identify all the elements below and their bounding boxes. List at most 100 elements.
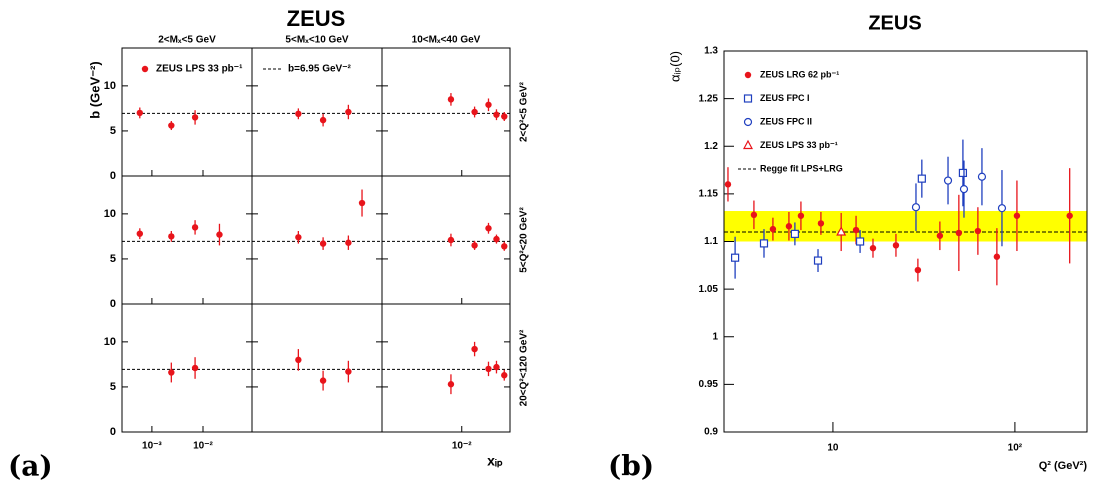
data-point <box>168 122 175 129</box>
data-point <box>485 225 492 232</box>
data-point <box>817 220 825 227</box>
data-point <box>750 211 758 219</box>
legend-label: ZEUS LRG 62 pb⁻¹ <box>760 69 839 79</box>
legend-label: ZEUS FPC II <box>760 116 812 126</box>
data-point <box>769 225 777 233</box>
data-point <box>345 108 352 116</box>
data-point <box>955 229 963 237</box>
legend-label: ZEUS FPC I <box>760 93 810 103</box>
column-title: 5<Mₓ<10 GeV <box>285 35 348 46</box>
data-point <box>813 256 823 265</box>
data-point <box>319 116 327 124</box>
y-tick-label: 0 <box>110 170 116 182</box>
data-point <box>958 168 968 178</box>
x-tick-label: 10 <box>827 443 839 454</box>
data-point <box>1066 212 1073 219</box>
data-point <box>797 212 805 219</box>
x-tick-label: 10² <box>1008 443 1023 454</box>
y-tick-label: 1.2 <box>704 141 718 152</box>
data-point <box>855 237 865 246</box>
data-point <box>974 227 982 235</box>
row-label: 20<Q²<120 GeV² <box>519 329 530 406</box>
chart-title: ZEUS <box>287 6 346 31</box>
x-axis-label: Q² (GeV²) <box>1039 460 1088 472</box>
data-point <box>914 266 922 274</box>
data-point <box>493 363 500 371</box>
data-point <box>136 230 144 237</box>
legend-label: b=6.95 GeV⁻² <box>288 64 351 75</box>
y-tick-label: 1.1 <box>704 236 718 247</box>
data-point <box>911 203 921 212</box>
data-point <box>917 174 926 183</box>
data-point <box>790 229 799 238</box>
y-tick-label: 0.95 <box>699 379 719 390</box>
y-tick-label: 10 <box>104 80 116 92</box>
data-point <box>501 113 508 120</box>
y-tick-label: 0 <box>110 298 116 310</box>
data-point <box>997 204 1007 213</box>
x-tick-label: 10⁻² <box>193 441 213 452</box>
panel-frame <box>381 303 511 433</box>
data-point <box>216 231 223 238</box>
y-tick-label: 5 <box>110 125 116 137</box>
data-point <box>943 176 953 185</box>
data-point <box>295 234 302 241</box>
legend-marker <box>744 71 752 79</box>
y-tick-label: 5 <box>110 381 116 393</box>
y-tick-label: 10 <box>104 208 116 220</box>
data-point <box>485 365 492 373</box>
data-point <box>936 232 944 239</box>
column-title: 2<Mₓ<5 GeV <box>158 35 216 46</box>
data-point <box>977 172 987 181</box>
legend-marker <box>743 139 753 150</box>
data-point <box>358 199 366 207</box>
data-point <box>191 224 199 231</box>
data-point <box>447 236 455 244</box>
data-point <box>345 368 352 375</box>
data-point <box>319 377 327 384</box>
data-point <box>471 108 478 116</box>
legend-label: Regge fit LPS+LRG <box>760 163 843 173</box>
data-point <box>191 114 199 121</box>
data-point <box>836 226 847 236</box>
data-point <box>993 253 1001 260</box>
y-tick-label: 0.9 <box>704 427 718 438</box>
data-point <box>295 110 302 118</box>
fit-band <box>724 211 1087 242</box>
data-point <box>136 109 144 117</box>
chart-title: ZEUS <box>868 12 921 34</box>
row-label: 5<Q²<20 GeV² <box>519 207 530 273</box>
y-tick-label: 1.05 <box>699 284 719 295</box>
legend-marker <box>743 117 753 127</box>
column-title: 10<Mₓ<40 GeV <box>412 35 481 46</box>
data-point <box>959 185 969 194</box>
panel-label: (a) <box>8 450 53 483</box>
data-point <box>295 356 302 364</box>
data-point <box>493 111 500 118</box>
y-tick-label: 0 <box>110 426 116 438</box>
y-tick-label: 1 <box>712 331 718 342</box>
x-tick-label: 10⁻² <box>452 441 472 452</box>
data-point <box>501 243 508 250</box>
legend-marker <box>743 94 753 103</box>
y-tick-label: 5 <box>110 253 116 265</box>
data-point <box>168 233 175 240</box>
row-label: 2<Q²<5 GeV² <box>519 81 530 142</box>
data-point <box>485 101 492 108</box>
data-point <box>168 369 175 376</box>
data-point <box>730 253 740 262</box>
x-tick-label: 10⁻³ <box>142 441 162 452</box>
data-point <box>471 345 478 353</box>
y-tick-label: 1.15 <box>699 189 719 200</box>
data-point <box>345 239 352 246</box>
y-tick-label: 10 <box>104 336 116 348</box>
data-point <box>869 244 877 252</box>
y-axis-label: b (GeV⁻²) <box>87 61 102 118</box>
data-point <box>493 235 500 243</box>
data-point <box>191 364 199 372</box>
y-tick-label: 1.25 <box>699 93 719 104</box>
data-point <box>724 181 732 188</box>
legend-label: ZEUS LPS 33 pb⁻¹ <box>760 140 838 150</box>
